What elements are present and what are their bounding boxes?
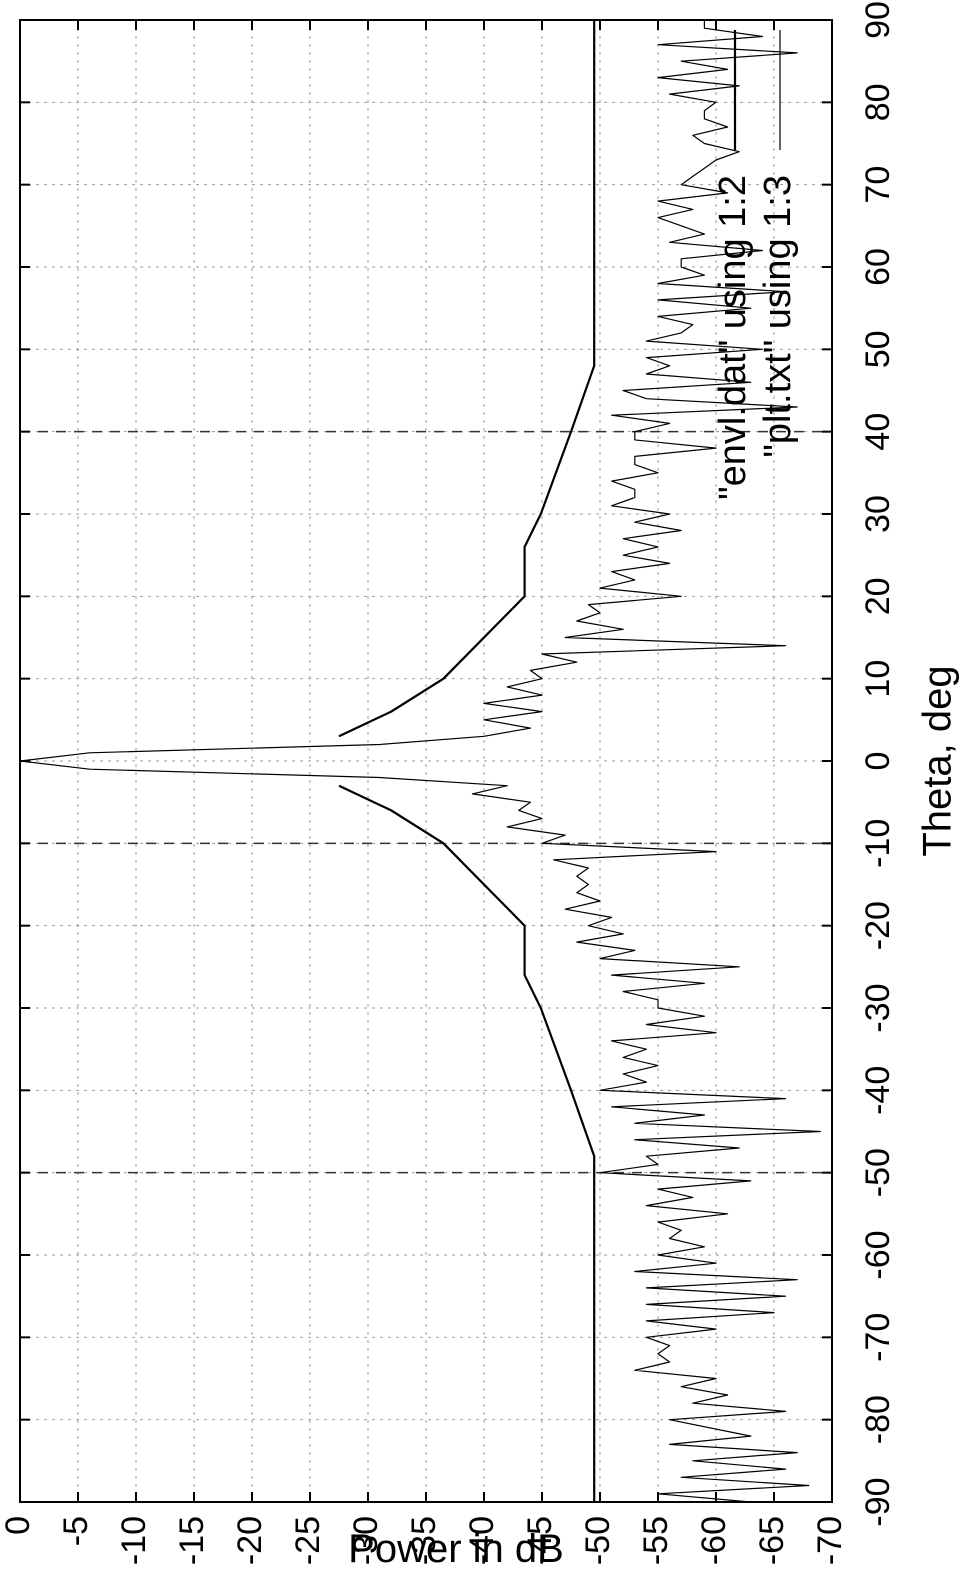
tick-label-power: -35 [405,1516,443,1565]
series-line-plt [19,20,821,1503]
tick-label-theta: -30 [859,983,897,1032]
tick-label-theta: 30 [859,495,897,533]
tick-label-power: -40 [463,1516,501,1565]
tick-label-theta: 90 [859,1,897,39]
tick-label-theta: -90 [859,1477,897,1526]
tick-label-power: -25 [289,1516,327,1565]
tick-label-power: -15 [173,1516,211,1565]
tick-label-theta: 20 [859,577,897,615]
tick-label-power: -20 [231,1516,269,1565]
tick-label-theta: 50 [859,330,897,368]
tick-label-theta: 60 [859,248,897,286]
legend: "plt.txt" using 1:3"envl.dat" using 1:2 [712,30,799,500]
tick-label-theta: -60 [859,1230,897,1279]
series-layer [19,20,821,1503]
tick-label-theta: -50 [859,1148,897,1197]
tick-label-power: -55 [637,1516,675,1565]
tick-label-theta: -10 [859,819,897,868]
tick-label-power: -30 [347,1516,385,1565]
tick-label-power: -45 [521,1516,559,1565]
x-axis-title: Theta, deg [916,665,960,856]
legend-label: "plt.txt" using 1:3 [757,175,799,458]
tick-label-power: -10 [115,1516,153,1565]
tick-label-power: -5 [57,1516,95,1546]
legend-label: "envl.dat" using 1:2 [712,175,754,500]
y-axis-title: Power in dB [348,1527,564,1571]
series-line-envl [338,784,596,1502]
tick-label-theta: 80 [859,83,897,121]
labels-layer: -90-80-70-60-50-40-30-20-100102030405060… [0,1,960,1571]
tick-label-power: 0 [0,1516,37,1535]
tick-label-theta: -40 [859,1066,897,1115]
tick-label-theta: 0 [859,752,897,771]
tick-label-theta: 70 [859,166,897,204]
tick-label-power: -65 [753,1516,791,1565]
tick-label-power: -60 [695,1516,733,1565]
series-line-envl [338,20,596,738]
tick-label-power: -50 [579,1516,617,1565]
grid-layer [20,20,832,1502]
tick-label-theta: -20 [859,901,897,950]
tick-label-power: -70 [811,1516,849,1565]
ticks-layer [19,19,833,1503]
tick-label-theta: -80 [859,1395,897,1444]
tick-label-theta: 40 [859,413,897,451]
tick-label-theta: 10 [859,660,897,698]
tick-label-theta: -70 [859,1313,897,1362]
